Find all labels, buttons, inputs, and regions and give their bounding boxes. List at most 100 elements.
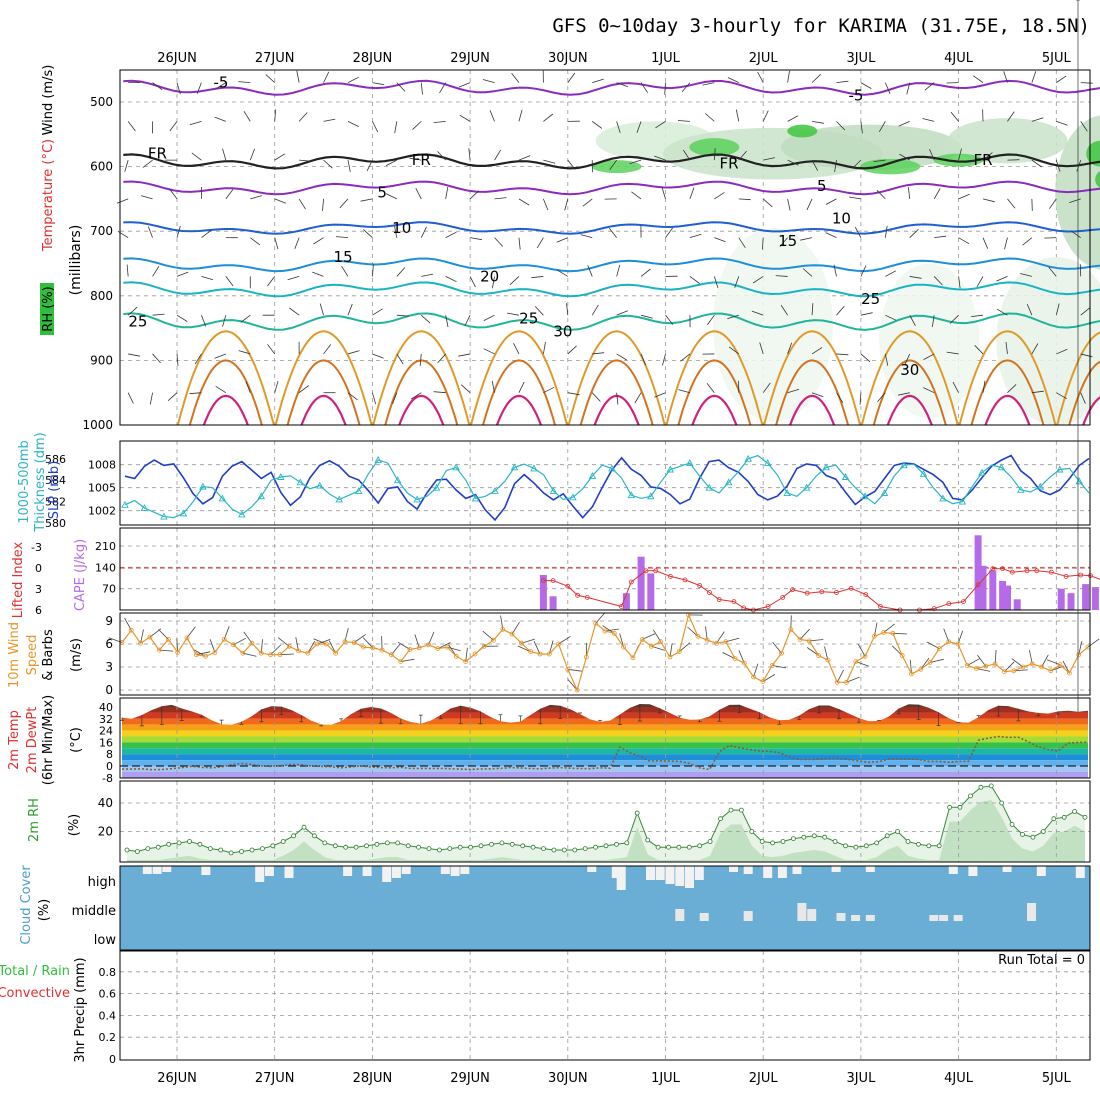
wind-barb: [811, 392, 824, 398]
wind-speed-marker: [1076, 652, 1082, 658]
date-label-top: 3JUL: [846, 51, 876, 66]
date-label-bottom: 3JUL: [846, 1071, 876, 1086]
wind-barb: [385, 193, 398, 200]
wind-barb: [1056, 392, 1067, 400]
wind-barb: [557, 269, 569, 277]
wind-barb: [873, 159, 886, 162]
wind-barb: [420, 314, 431, 324]
thickness-marker: [569, 493, 577, 501]
date-label-top: 2JUL: [749, 51, 779, 66]
panel-frame: [119, 69, 1091, 426]
lifted-index-marker: [584, 595, 590, 600]
lifted-index-marker: [707, 590, 712, 595]
lifted-index-marker: [619, 604, 624, 609]
wind-speed-marker: [649, 643, 654, 649]
wind-barb: [1004, 237, 1008, 250]
thickness-marker: [530, 464, 538, 472]
temp-band: [122, 760, 1088, 766]
rh-marker: [509, 841, 515, 847]
wind-barb: [222, 315, 227, 327]
wind-barb: [531, 276, 544, 279]
minmax-axis-label: (6hr Min/Max): [41, 695, 56, 785]
rh-marker: [957, 804, 963, 810]
rh-marker: [853, 844, 859, 850]
wind-barb: [1080, 82, 1093, 84]
rh-marker: [259, 846, 265, 851]
rh-marker: [728, 807, 734, 813]
wind-speed-marker: [1029, 661, 1035, 667]
wind-barb: [567, 392, 580, 396]
contour-minus5: [123, 79, 1100, 96]
wind-speed-marker: [416, 645, 422, 651]
thickness-marker: [724, 478, 733, 486]
wind-barb: [787, 159, 799, 166]
contour-warm: [789, 394, 836, 426]
wind-barb: [564, 198, 569, 211]
wind-barb: [1031, 159, 1042, 168]
wind-barb: [415, 188, 422, 200]
wind-barb: [860, 353, 871, 363]
panel-frame: [119, 950, 1091, 1061]
contour-20: [123, 281, 1100, 298]
cloud-high-block: [450, 866, 460, 876]
rh-shading: [591, 160, 642, 174]
wind-barb: [878, 121, 886, 133]
wind-barb: [689, 233, 702, 239]
thickness-marker: [861, 492, 869, 500]
rh-marker: [749, 829, 755, 834]
wind-speed-marker: [398, 659, 404, 664]
wind-barb: [294, 237, 300, 250]
wind-barb: [728, 346, 740, 355]
wind-tick-label: 0: [105, 683, 113, 697]
wind-speed-marker: [249, 640, 255, 646]
contour-warm: [495, 394, 543, 426]
wind-barb: [680, 353, 691, 362]
cloud-high-block: [264, 866, 274, 876]
wind-barb: [1080, 392, 1086, 404]
contour-warm: [593, 394, 640, 426]
cloud-background: [120, 866, 1090, 950]
wind-barb: [689, 187, 695, 200]
wind-barb: [859, 392, 862, 405]
wind-barb: [298, 112, 308, 122]
contour-label: 5: [377, 183, 387, 201]
cloud-high-block: [777, 866, 787, 878]
wind-barb: [876, 190, 886, 200]
wind-speed-marker: [918, 666, 924, 672]
wind-speed-marker: [732, 656, 738, 661]
rh-marker: [1020, 832, 1025, 837]
wind-barb: [662, 353, 666, 366]
wind-barb: [313, 237, 324, 245]
thickness-marker: [666, 465, 675, 473]
thickness-marker: [1036, 482, 1045, 490]
temp-band: [122, 771, 1088, 778]
wind-speed-marker: [974, 666, 979, 671]
wind-speed-marker: [816, 653, 821, 658]
cloud-high-block: [675, 866, 685, 886]
wind-barb: [196, 82, 202, 94]
wind-barb: [567, 345, 577, 355]
date-label-bottom: 30JUN: [548, 1071, 588, 1086]
wind-speed-marker: [946, 639, 952, 645]
wind-barb: [507, 312, 520, 316]
thickness-marker: [841, 473, 850, 480]
rh-marker: [759, 839, 765, 844]
cape-axis-label: CAPE (J/kg): [73, 539, 88, 611]
wind-barb: [655, 121, 666, 129]
wind-barb: [787, 70, 790, 83]
wind-speed-marker: [351, 640, 357, 645]
wind-barb: [640, 268, 651, 277]
wind-barb: [323, 159, 333, 169]
cloud-high-block: [763, 866, 773, 878]
cloud-high-block: [440, 866, 450, 874]
thickness-marker: [393, 476, 402, 484]
wind-barb: [341, 265, 349, 277]
rh-marker: [916, 841, 921, 847]
rh-marker: [311, 833, 317, 839]
temp-band: [122, 730, 1088, 737]
wind-barb: [705, 113, 715, 122]
rh-marker: [134, 849, 140, 854]
lifted-index-marker: [541, 578, 546, 583]
wind-barb: [885, 314, 897, 321]
rh-marker: [968, 793, 973, 799]
